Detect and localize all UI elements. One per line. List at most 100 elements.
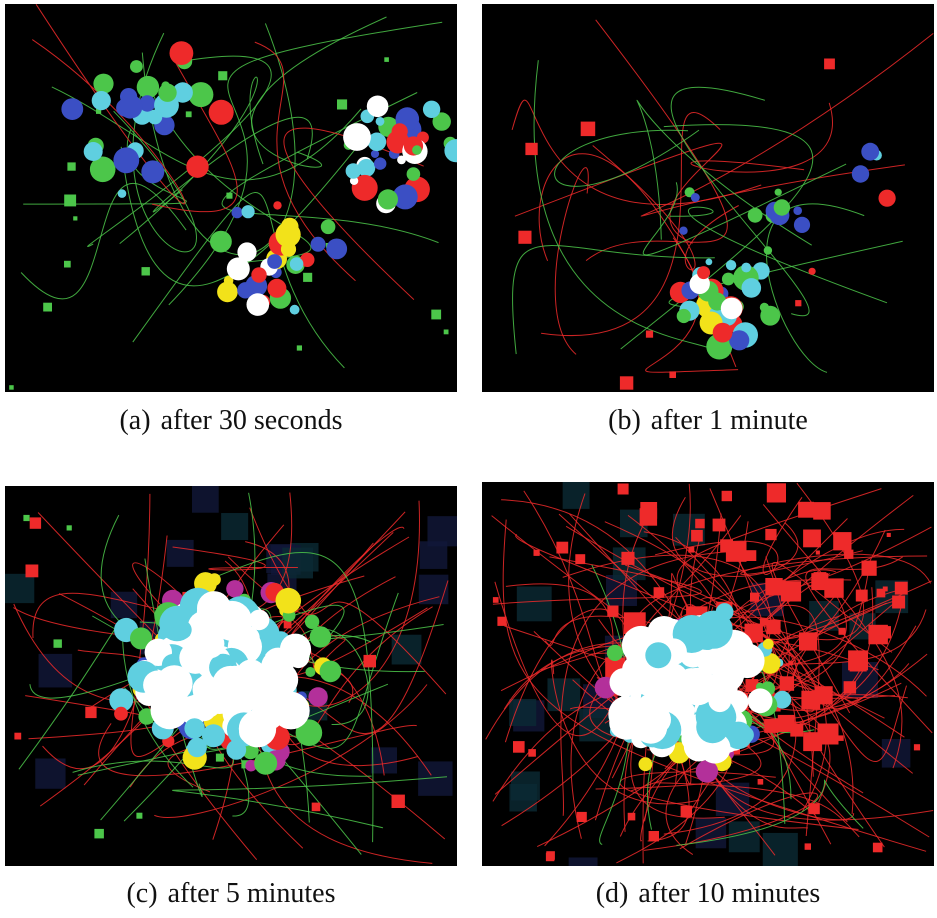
particle-square	[67, 162, 76, 171]
particle-blob	[391, 123, 408, 140]
particle-square	[833, 532, 852, 551]
particle-blob	[118, 94, 143, 119]
particle-blob	[678, 667, 717, 706]
particle-blob	[61, 98, 84, 120]
particle-blob	[187, 737, 207, 758]
caption-d-text: after 10 minutes	[638, 878, 821, 909]
particle-blob	[773, 199, 791, 216]
particle-blob	[143, 670, 173, 700]
particle-trace	[690, 102, 833, 173]
particle-square	[23, 514, 30, 522]
particle-blob	[188, 82, 214, 108]
particle-square	[838, 627, 846, 635]
particle-blob	[130, 60, 143, 73]
particle-blob	[432, 112, 451, 131]
particle-blob	[273, 201, 282, 210]
caption-b-text: after 1 minute	[650, 405, 808, 436]
detector-cell	[562, 482, 590, 509]
particle-blob	[289, 304, 300, 315]
particle-square	[85, 706, 97, 719]
particle-square	[757, 779, 764, 785]
particle-square	[639, 508, 658, 526]
particle-square	[795, 300, 802, 307]
particle-trace	[87, 55, 272, 247]
particle-blob	[878, 189, 896, 207]
particle-blob	[217, 281, 238, 303]
particle-square	[824, 58, 835, 70]
particle-blob	[741, 278, 762, 298]
particle-square	[759, 618, 768, 626]
particle-blob	[83, 142, 103, 161]
particle-blob	[136, 75, 160, 99]
particle-square	[815, 550, 820, 555]
particle-blob	[226, 580, 244, 598]
caption-b: (b) after 1 minute	[482, 405, 934, 437]
particle-blob	[708, 673, 738, 704]
particle-trace	[554, 129, 700, 187]
particle-square	[804, 843, 811, 850]
particle-blob	[287, 646, 310, 669]
particle-blob	[763, 246, 773, 255]
particle-blob	[158, 83, 177, 102]
panel-b-simulation-image	[511, 19, 934, 390]
particle-blob	[280, 241, 297, 257]
particle-blob	[759, 653, 781, 674]
particle-blob	[91, 91, 111, 111]
particle-square	[695, 518, 705, 529]
particle-blob	[308, 687, 328, 707]
detector-cell	[221, 513, 249, 541]
detector-cell	[38, 653, 73, 688]
particle-square	[894, 581, 908, 595]
particle-blob	[377, 189, 398, 210]
detector-cell	[5, 573, 35, 604]
particle-blob	[117, 189, 127, 198]
particle-square	[443, 329, 449, 335]
particle-trace	[502, 519, 927, 852]
particle-blob	[305, 667, 316, 677]
detector-cell	[509, 698, 537, 727]
detector-cell	[695, 817, 727, 849]
particle-square	[848, 650, 868, 671]
particle-blob	[139, 95, 156, 112]
particle-square	[725, 541, 747, 562]
particle-blob	[169, 41, 194, 65]
particle-blob	[295, 719, 323, 746]
particle-trace	[541, 112, 721, 336]
particle-square	[14, 732, 22, 740]
particle-blob	[172, 82, 193, 103]
particle-blob	[730, 633, 752, 655]
particle-blob	[186, 155, 209, 178]
particle-blob	[397, 155, 406, 165]
particle-square	[363, 654, 376, 668]
panel-b	[482, 4, 934, 392]
particle-square	[766, 483, 786, 503]
particle-square	[518, 230, 532, 244]
caption-c: (c) after 5 minutes	[5, 878, 457, 910]
caption-c-text: after 5 minutes	[167, 878, 336, 909]
particle-blob	[406, 167, 421, 181]
particle-trace	[740, 550, 932, 584]
particle-square	[580, 121, 596, 137]
particle-blob	[370, 149, 380, 158]
particle-blob	[345, 163, 361, 179]
particle-blob	[226, 739, 247, 760]
particle-blob	[349, 176, 359, 185]
particle-square	[53, 639, 62, 648]
particle-trace	[636, 99, 812, 246]
particle-trace	[642, 163, 847, 256]
particle-square	[576, 811, 587, 822]
particle-square	[431, 309, 442, 320]
particle-square	[96, 108, 102, 114]
detector-cell	[35, 758, 66, 789]
particle-square	[648, 831, 659, 842]
particle-blob	[208, 99, 234, 125]
particle-blob	[760, 305, 781, 326]
particle-blob	[248, 609, 270, 631]
detector-cell	[419, 541, 448, 569]
particle-square	[337, 99, 348, 110]
particle-square	[391, 794, 405, 808]
particle-square	[627, 812, 636, 821]
particle-square	[619, 376, 634, 390]
particle-trace	[655, 782, 860, 838]
particle-square	[303, 272, 313, 282]
